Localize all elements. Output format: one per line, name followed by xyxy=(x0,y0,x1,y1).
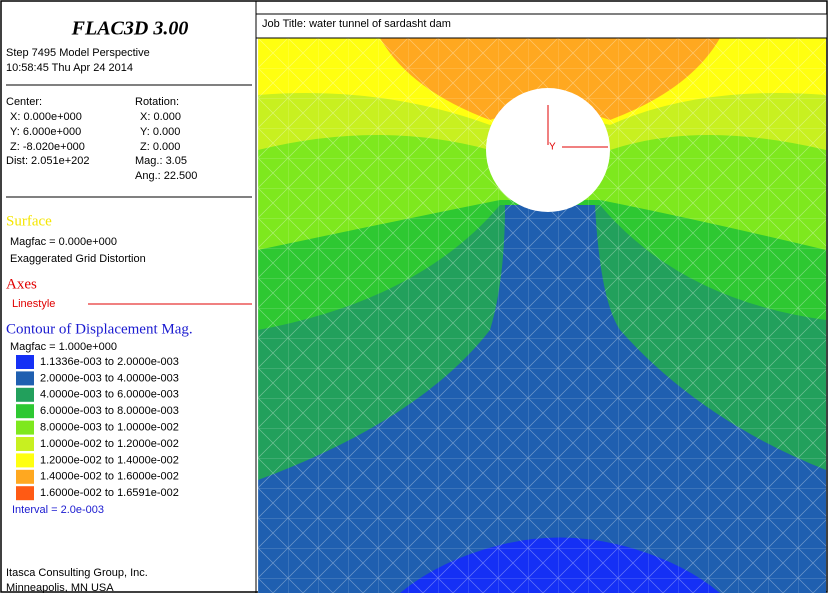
location: Minneapolis, MN USA xyxy=(6,582,114,593)
tunnel xyxy=(486,88,610,212)
axis-label: Y xyxy=(549,142,556,153)
surface-note: Exaggerated Grid Distortion xyxy=(10,253,146,265)
legend-label: 1.2000e-002 to 1.4000e-002 xyxy=(40,454,179,466)
interval: Interval = 2.0e-003 xyxy=(12,504,104,516)
legend-swatch xyxy=(16,469,34,484)
legend-swatch xyxy=(16,371,34,386)
center-y: Y: 6.000e+000 xyxy=(10,126,81,138)
legend-swatch xyxy=(16,453,34,468)
job-title-box xyxy=(255,13,828,39)
legend-label: 4.0000e-003 to 6.0000e-003 xyxy=(40,389,179,401)
center-label: Center: xyxy=(6,96,42,108)
surface-title: Surface xyxy=(6,213,52,229)
contour-plot: Y xyxy=(258,38,826,593)
center-z: Z: -8.020e+000 xyxy=(10,141,85,153)
timestamp: 10:58:45 Thu Apr 24 2014 xyxy=(6,62,133,74)
contour-magfac: Magfac = 1.000e+000 xyxy=(10,341,117,353)
legend-swatch xyxy=(16,404,34,419)
legend-label: 2.0000e-003 to 4.0000e-003 xyxy=(40,372,179,384)
legend-swatch xyxy=(16,355,34,369)
linestyle: Linestyle xyxy=(12,298,55,310)
ang: Ang.: 22.500 xyxy=(135,170,197,182)
app-title: FLAC3D 3.00 xyxy=(71,18,189,40)
legend-label: 1.4000e-002 to 1.6000e-002 xyxy=(40,471,179,483)
legend-label: 8.0000e-003 to 1.0000e-002 xyxy=(40,422,179,434)
rotation-y: Y: 0.000 xyxy=(140,126,180,138)
job-title: Job Title: water tunnel of sardasht dam xyxy=(262,18,451,30)
legend-label: 6.0000e-003 to 8.0000e-003 xyxy=(40,405,179,417)
dist: Dist: 2.051e+202 xyxy=(6,155,89,167)
legend-swatch xyxy=(16,486,34,501)
company: Itasca Consulting Group, Inc. xyxy=(6,567,148,579)
step: Step 7495 Model Perspective xyxy=(6,47,150,59)
mag: Mag.: 3.05 xyxy=(135,155,187,167)
surface-magfac: Magfac = 0.000e+000 xyxy=(10,236,117,248)
center-x: X: 0.000e+000 xyxy=(10,111,82,123)
legend-swatch xyxy=(16,387,34,402)
rotation-x: X: 0.000 xyxy=(140,111,181,123)
legend-label: 1.6000e-002 to 1.6591e-002 xyxy=(40,487,179,499)
contour-title: Contour of Displacement Mag. xyxy=(6,321,193,337)
legend-swatch xyxy=(16,437,34,451)
legend: 1.1336e-003 to 2.0000e-003 2.0000e-003 to… xyxy=(16,355,179,501)
axes-title: Axes xyxy=(6,276,37,292)
legend-label: 1.0000e-002 to 1.2000e-002 xyxy=(40,438,179,450)
legend-swatch xyxy=(16,420,34,435)
legend-label: 1.1336e-003 to 2.0000e-003 xyxy=(40,356,179,368)
rotation-z: Z: 0.000 xyxy=(140,141,180,153)
rotation-label: Rotation: xyxy=(135,96,179,108)
